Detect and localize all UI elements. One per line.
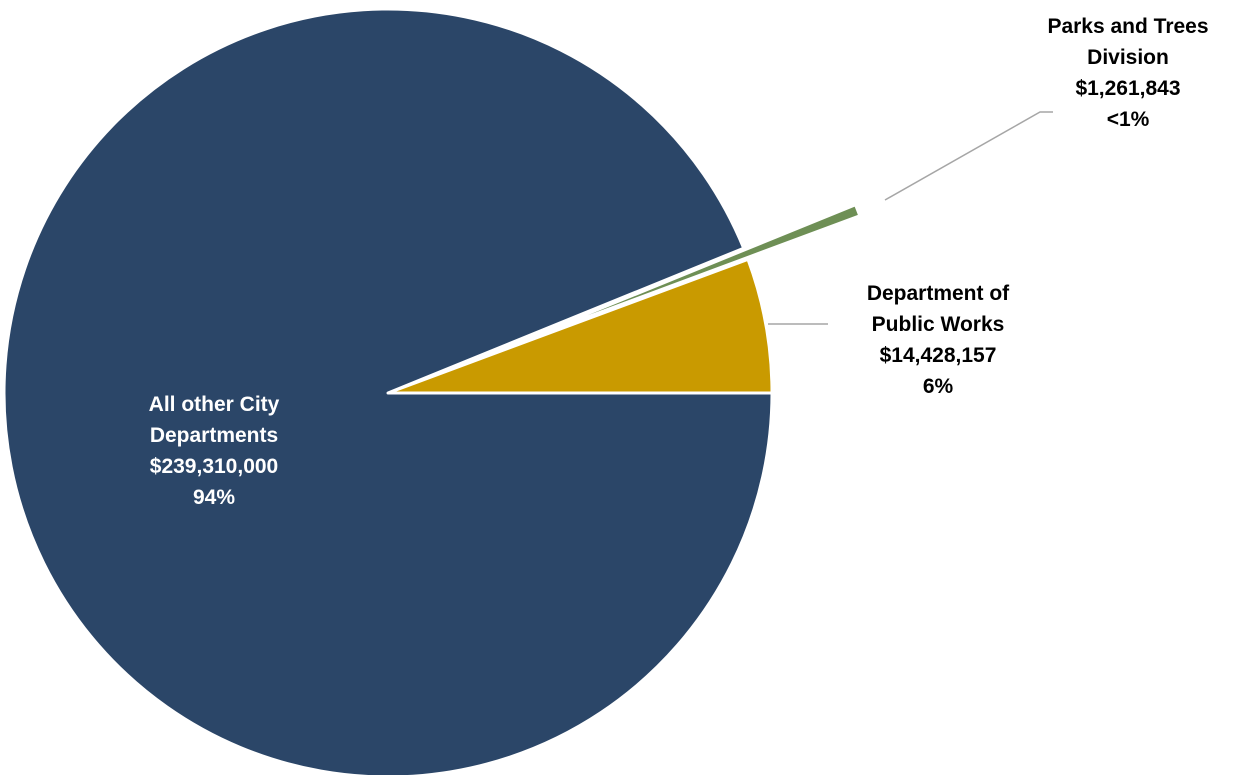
slice-label-line: 6%: [923, 375, 954, 398]
slice-label-line: <1%: [1107, 108, 1150, 131]
pie-slice-3: [2, 7, 774, 775]
slice-label-line: Division: [1087, 46, 1169, 69]
slice-label-line: $14,428,157: [880, 344, 997, 367]
slice-label-line: Public Works: [872, 313, 1005, 336]
pie-slice-1: [386, 257, 774, 395]
slice-label-3: All other City Departments $239,310,000 94%: [149, 393, 280, 509]
slice-label-line: Department of: [867, 282, 1010, 305]
slice-label-line: All other City: [149, 393, 280, 416]
leader-lines: [768, 111, 1053, 325]
slice-label-2: Parks and Trees Division $1,261,843 <1%: [1047, 15, 1208, 131]
slice-label-line: Parks and Trees: [1047, 15, 1208, 38]
slice-label-1: Department of Public Works $14,428,157 6%: [867, 282, 1010, 398]
slice-label-line: 94%: [193, 486, 235, 509]
slice-label-line: Departments: [150, 424, 278, 447]
slice-label-line: $239,310,000: [150, 455, 278, 478]
pie-slice-2: [498, 203, 862, 351]
slice-labels: Department of Public Works $14,428,157 6% Pa…: [149, 15, 1209, 509]
pie-slices: [2, 7, 862, 775]
leader-line-2: [884, 111, 1053, 201]
slice-label-line: $1,261,843: [1075, 77, 1180, 100]
